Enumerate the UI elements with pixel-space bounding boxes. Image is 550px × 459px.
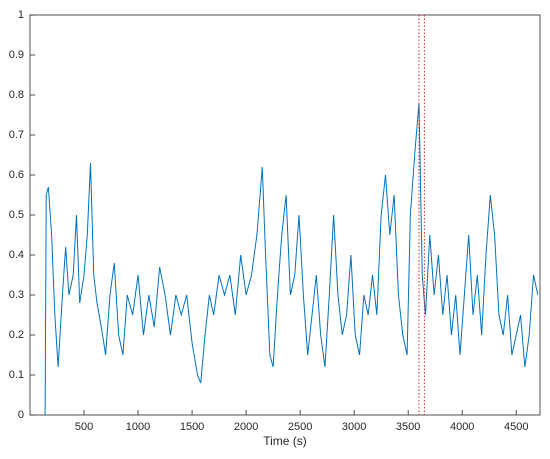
- x-tick-label: 2000: [234, 421, 258, 433]
- x-tick-label: 3500: [396, 421, 420, 433]
- x-tick-label: 500: [75, 421, 93, 433]
- x-tick-label: 3000: [342, 421, 366, 433]
- y-tick-label: 0.3: [9, 289, 24, 301]
- x-tick-label: 1500: [180, 421, 204, 433]
- y-tick-label: 0.7: [9, 129, 24, 141]
- y-tick-label: 1: [18, 9, 24, 21]
- x-tick-label: 4000: [450, 421, 474, 433]
- y-tick-label: 0.9: [9, 49, 24, 61]
- y-tick-label: 0.4: [9, 249, 24, 261]
- line-series: [44, 102, 539, 416]
- y-tick-label: 0.1: [9, 369, 24, 381]
- y-tick-label: 0.6: [9, 169, 24, 181]
- y-tick-label: 0: [18, 409, 24, 421]
- y-tick-label: 0.5: [9, 209, 24, 221]
- x-tick-label: 4500: [504, 421, 528, 433]
- y-tick-label: 0.2: [9, 329, 24, 341]
- axes-box: [29, 14, 541, 416]
- x-tick-label: 2500: [288, 421, 312, 433]
- y-tick-label: 0.8: [9, 89, 24, 101]
- x-axis-label: Time (s): [263, 434, 307, 448]
- x-tick-label: 1000: [126, 421, 150, 433]
